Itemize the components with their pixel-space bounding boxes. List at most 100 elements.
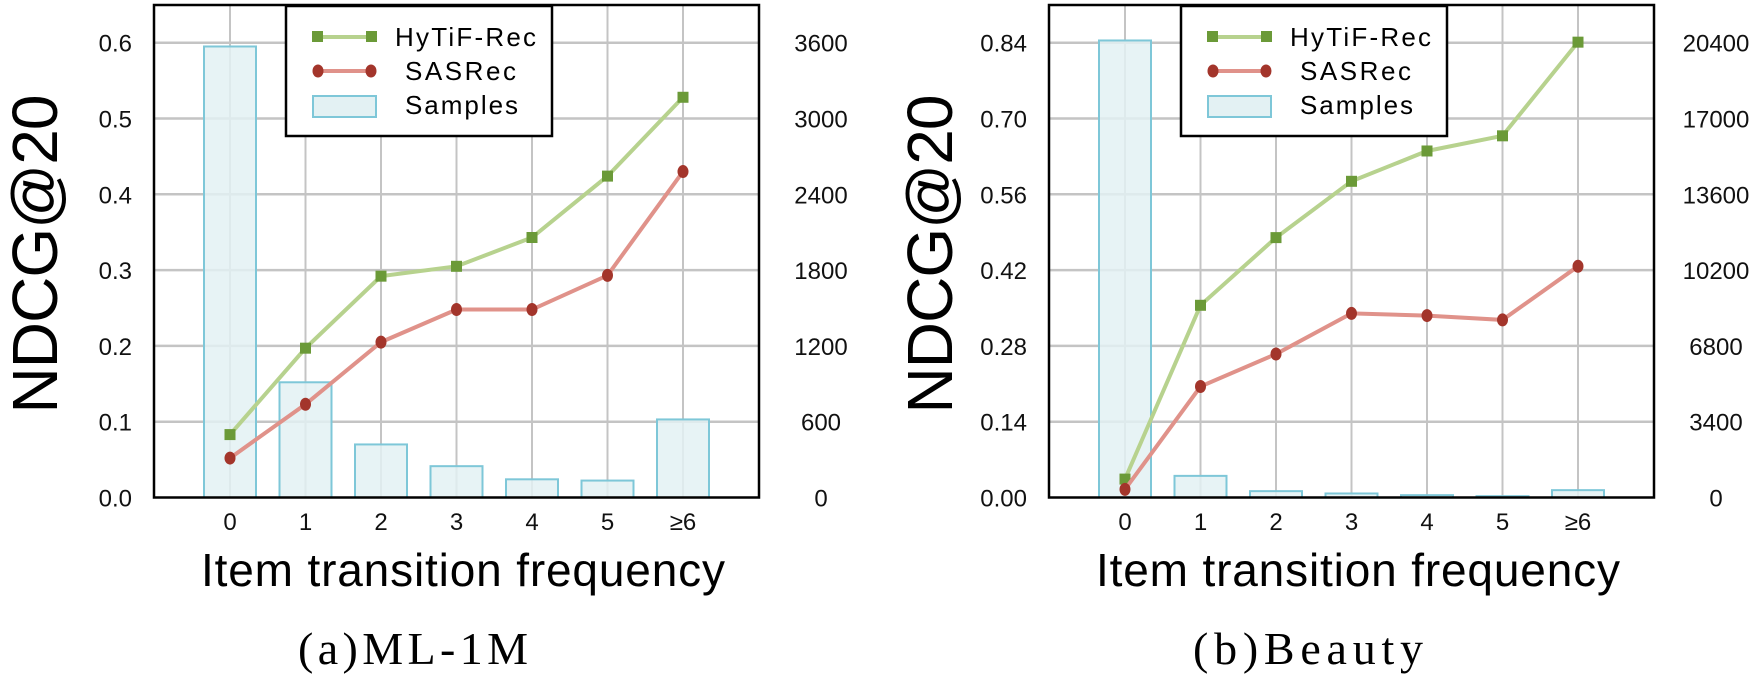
x-tick-label: 4 (1420, 509, 1433, 536)
y-tick-label: 0.4 (99, 182, 132, 209)
legend-label-samples: Samples (405, 90, 518, 120)
y-tick-label: 0.00 (980, 486, 1027, 513)
point-hytif-rec (224, 429, 236, 441)
point-hytif-rec (451, 260, 462, 272)
y2-tick-label: 6800 (1689, 334, 1742, 361)
bar-samples (354, 443, 408, 499)
bar-samples (1098, 39, 1152, 499)
y2-tick-label: 3000 (794, 107, 847, 134)
subfigure-caption: (b)Beauty (1193, 623, 1423, 674)
legend-marker-sasrec (365, 64, 377, 78)
x-tick-label: 5 (1496, 509, 1509, 536)
x-tick-label: 0 (223, 509, 236, 536)
legend-label-sasrec: SASRec (405, 56, 516, 86)
x-tick-label: ≥6 (1565, 509, 1592, 536)
y-tick-label: 0.3 (99, 258, 132, 285)
y2-tick-label: 13600 (1683, 182, 1750, 209)
point-hytif-rec (1270, 232, 1282, 244)
legend: HyTiF-Rec SASRec Samples (284, 4, 554, 138)
legend-label-samples: Samples (1300, 90, 1413, 120)
y-tick-label: 0.70 (980, 107, 1027, 134)
point-sasrec (526, 303, 538, 317)
point-sasrec (677, 165, 689, 179)
legend: HyTiF-Rec SASRec Samples (1179, 4, 1449, 138)
point-hytif-rec (526, 232, 538, 244)
point-sasrec (1572, 259, 1584, 273)
y2-tick-label: 1200 (794, 334, 847, 361)
x-tick-label: 2 (1269, 509, 1282, 536)
point-sasrec (300, 397, 311, 411)
x-axis-label: Item transition frequency (1096, 544, 1620, 596)
point-sasrec (451, 303, 462, 317)
point-sasrec (1346, 306, 1357, 320)
y-tick-label: 0.14 (980, 410, 1027, 437)
point-sasrec (1119, 482, 1131, 496)
x-tick-label: 1 (1194, 509, 1207, 536)
legend-swatch-samples (1207, 95, 1272, 118)
y2-tick-label: 1800 (794, 258, 847, 285)
bar-samples (429, 465, 484, 499)
legend-label-hytif-rec: HyTiF-Rec (395, 22, 536, 52)
point-sasrec (1195, 380, 1206, 394)
point-sasrec (224, 451, 236, 465)
legend-marker-sasrec (312, 64, 324, 78)
x-tick-label: 2 (374, 509, 387, 536)
legend-marker-hytif-rec (366, 31, 377, 42)
chart-panel-0: 0.0 0 0.1 600 0.2 1200 0.3 1800 0.4 2400 0.5 3000 0.… (0, 3, 848, 674)
y-axis-label: NDCG@20 (894, 95, 966, 414)
point-sasrec (375, 335, 387, 349)
legend-marker-hytif-rec (312, 31, 323, 42)
point-hytif-rec (1572, 36, 1584, 48)
y-tick-label: 0.6 (99, 31, 132, 58)
y2-tick-label: 20400 (1683, 31, 1750, 58)
y-tick-label: 0.2 (99, 334, 132, 361)
y-tick-label: 0.5 (99, 107, 132, 134)
point-hytif-rec (1119, 473, 1131, 485)
point-hytif-rec (1346, 175, 1357, 187)
bar-samples (656, 418, 710, 499)
x-tick-label: ≥6 (670, 509, 697, 536)
point-sasrec (1270, 347, 1282, 361)
point-hytif-rec (1195, 299, 1206, 311)
x-tick-label: 0 (1118, 509, 1131, 536)
legend-label-sasrec: SASRec (1300, 56, 1411, 86)
y-tick-label: 0.0 (99, 486, 132, 513)
point-hytif-rec (375, 270, 387, 282)
x-tick-label: 1 (299, 509, 312, 536)
y2-tick-label: 0 (1709, 486, 1722, 513)
legend-marker-sasrec (1260, 64, 1272, 78)
legend-marker-hytif-rec (1207, 31, 1218, 42)
y2-tick-label: 600 (801, 410, 841, 437)
legend-swatch-samples (312, 95, 377, 118)
y-tick-label: 0.28 (980, 334, 1027, 361)
x-tick-label: 3 (1345, 509, 1358, 536)
point-sasrec (1497, 313, 1508, 327)
y2-tick-label: 2400 (794, 182, 847, 209)
y2-tick-label: 17000 (1683, 107, 1750, 134)
legend-marker-sasrec (1207, 64, 1219, 78)
point-hytif-rec (602, 170, 613, 182)
chart-panel-1: 0.00 0 0.14 3400 0.28 6800 0.42 10200 0.56 13600 0… (894, 3, 1750, 674)
point-hytif-rec (677, 91, 689, 103)
point-sasrec (1421, 309, 1433, 323)
x-axis-label: Item transition frequency (201, 544, 725, 596)
point-hytif-rec (1421, 145, 1433, 157)
y-tick-label: 0.42 (980, 258, 1027, 285)
bar-samples (203, 45, 257, 499)
y-tick-label: 0.84 (980, 31, 1027, 58)
y2-tick-label: 0 (814, 486, 827, 513)
y2-tick-label: 10200 (1683, 258, 1750, 285)
y-tick-label: 0.1 (99, 410, 132, 437)
x-tick-label: 4 (525, 509, 538, 536)
point-sasrec (602, 268, 613, 282)
subfigure-caption: (a)ML-1M (298, 623, 528, 674)
point-hytif-rec (300, 342, 311, 354)
bar-samples (1173, 474, 1228, 499)
y-tick-label: 0.56 (980, 182, 1027, 209)
x-tick-label: 5 (601, 509, 614, 536)
point-hytif-rec (1497, 130, 1508, 142)
legend-label-hytif-rec: HyTiF-Rec (1290, 22, 1431, 52)
bar-samples (505, 478, 559, 499)
legend-marker-hytif-rec (1261, 31, 1272, 42)
